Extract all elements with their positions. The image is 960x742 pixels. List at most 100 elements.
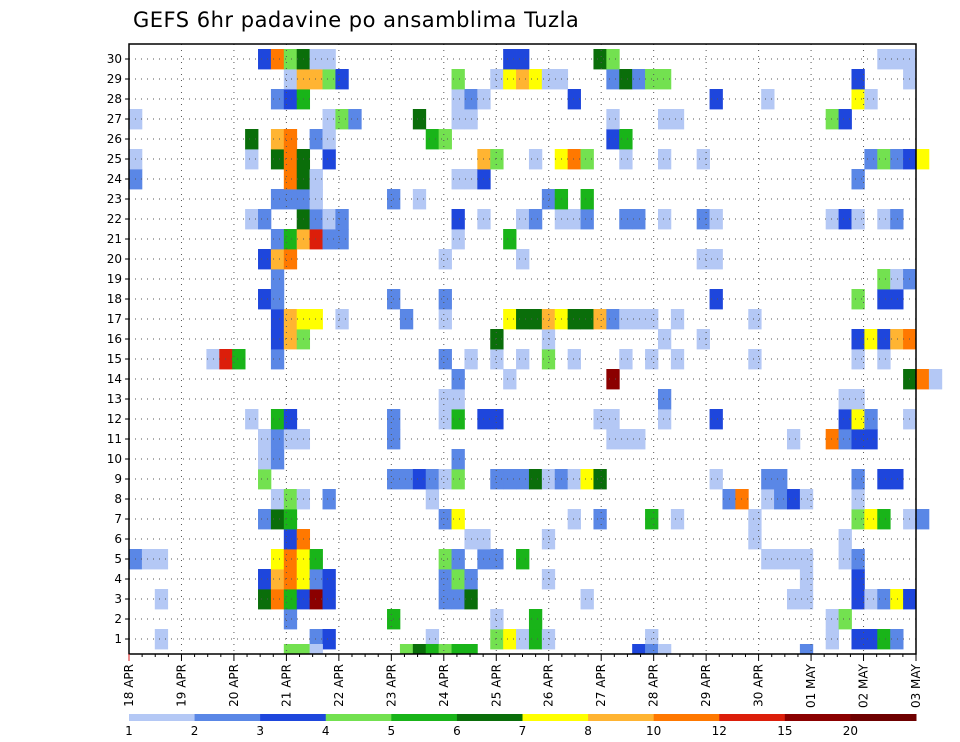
precip-cell bbox=[309, 309, 323, 330]
y-tick-label: 14 bbox=[107, 372, 122, 386]
colorbar-label: 6 bbox=[453, 724, 461, 738]
precip-cell bbox=[761, 89, 775, 110]
precip-cell bbox=[438, 549, 452, 570]
precip-cell bbox=[928, 369, 943, 390]
colorbar-label: 1 bbox=[125, 724, 133, 738]
y-tick-label: 15 bbox=[107, 352, 122, 366]
precip-cell bbox=[619, 349, 633, 370]
precip-cell bbox=[851, 329, 865, 350]
precip-cell bbox=[438, 589, 452, 610]
precip-cell bbox=[580, 469, 594, 490]
x-tick-label: 26 APR bbox=[542, 664, 556, 707]
precip-cell bbox=[657, 329, 672, 350]
precip-cell bbox=[799, 644, 814, 654]
precip-cell bbox=[270, 489, 285, 510]
precip-cell bbox=[412, 469, 427, 490]
precip-cell bbox=[851, 389, 865, 410]
precip-cell bbox=[825, 629, 839, 650]
precip-cell bbox=[270, 89, 285, 110]
precip-cell bbox=[632, 429, 646, 450]
precip-cell bbox=[490, 409, 504, 430]
precip-cell bbox=[322, 209, 336, 230]
precip-cell bbox=[774, 469, 788, 490]
precip-cell bbox=[645, 644, 659, 654]
precip-cell bbox=[916, 369, 930, 390]
precip-cell bbox=[580, 309, 594, 330]
precip-cell bbox=[232, 349, 246, 370]
precip-cell bbox=[761, 549, 775, 570]
precip-cell bbox=[890, 209, 904, 230]
precip-cell bbox=[864, 89, 878, 110]
colorbar-label: 5 bbox=[388, 724, 396, 738]
precip-cell bbox=[451, 229, 465, 250]
precip-cell bbox=[528, 609, 543, 630]
precip-cell bbox=[606, 369, 620, 390]
colorbar-segment bbox=[325, 714, 392, 721]
precip-cell bbox=[825, 609, 839, 630]
precip-cell bbox=[154, 589, 169, 610]
precip-cell bbox=[567, 89, 581, 110]
precip-cell bbox=[528, 149, 543, 170]
y-tick-label: 17 bbox=[107, 312, 122, 326]
precip-cell bbox=[412, 644, 427, 654]
x-tick-label: 23 APR bbox=[384, 664, 398, 707]
precip-cell bbox=[270, 289, 285, 310]
precip-cell bbox=[425, 129, 440, 150]
x-tick-label: 03 MAY bbox=[909, 663, 923, 708]
precip-cell bbox=[503, 229, 517, 250]
y-tick-label: 3 bbox=[114, 592, 122, 606]
precip-cell bbox=[399, 644, 414, 654]
precip-cell bbox=[864, 409, 878, 430]
precip-cell bbox=[283, 309, 298, 330]
precip-cell bbox=[580, 209, 594, 230]
precip-cell bbox=[451, 409, 465, 430]
precip-cell bbox=[786, 489, 801, 510]
y-tick-label: 2 bbox=[114, 612, 122, 626]
precip-cell bbox=[709, 209, 723, 230]
precip-cell bbox=[490, 469, 504, 490]
precip-cell bbox=[619, 309, 633, 330]
precip-cell bbox=[154, 549, 169, 570]
precip-cell bbox=[322, 629, 336, 650]
y-tick-label: 26 bbox=[107, 132, 122, 146]
precip-cell bbox=[877, 509, 891, 530]
precip-cell bbox=[270, 149, 285, 170]
precip-cell bbox=[270, 189, 285, 210]
precip-cell bbox=[838, 529, 852, 550]
precip-cell bbox=[619, 429, 633, 450]
precip-cell bbox=[851, 409, 865, 430]
precip-cell bbox=[270, 129, 285, 150]
precip-cell bbox=[451, 369, 465, 390]
precip-cell bbox=[270, 549, 285, 570]
precip-cell bbox=[890, 629, 904, 650]
precip-cell bbox=[761, 469, 775, 490]
precip-cell bbox=[335, 209, 349, 230]
precip-cell bbox=[141, 549, 156, 570]
precip-cell bbox=[567, 309, 581, 330]
y-tick-label: 10 bbox=[107, 452, 122, 466]
y-tick-label: 1 bbox=[114, 632, 122, 646]
y-tick-label: 22 bbox=[107, 212, 122, 226]
precip-cell bbox=[890, 289, 904, 310]
y-tick-label: 19 bbox=[107, 272, 122, 286]
precip-cell bbox=[516, 209, 530, 230]
precip-cell bbox=[283, 169, 298, 190]
y-tick-label: 30 bbox=[107, 52, 122, 66]
colorbar-label: 3 bbox=[256, 724, 264, 738]
precip-cell bbox=[322, 49, 336, 70]
y-tick-label: 13 bbox=[107, 392, 122, 406]
colorbar: 1 2 3 4 5 6 7 8 10 12 15 20 bbox=[125, 714, 917, 738]
precip-cell bbox=[877, 629, 891, 650]
precip-cell bbox=[528, 469, 543, 490]
precip-cell bbox=[670, 109, 685, 130]
precip-cell bbox=[567, 349, 581, 370]
precip-cell bbox=[786, 589, 801, 610]
precip-cell bbox=[799, 569, 814, 590]
y-tick-label: 8 bbox=[114, 492, 122, 506]
precip-cell bbox=[270, 49, 285, 70]
y-tick-label: 11 bbox=[107, 432, 122, 446]
precip-cell bbox=[593, 49, 607, 70]
precip-cell bbox=[606, 69, 620, 90]
precip-cell bbox=[451, 469, 465, 490]
precip-cell bbox=[451, 389, 465, 410]
